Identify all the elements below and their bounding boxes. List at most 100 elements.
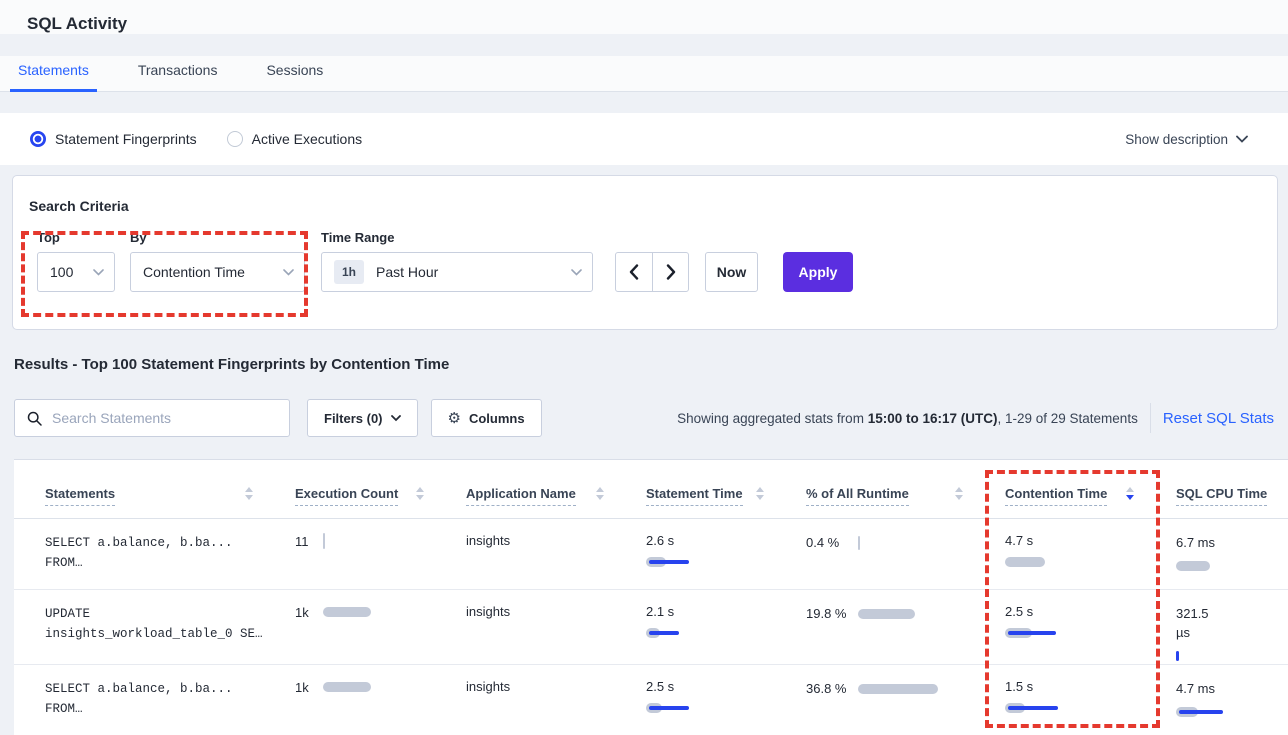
pct-runtime-value: 19.8 % [806, 606, 847, 621]
radio-statement-fingerprints[interactable]: Statement Fingerprints [30, 131, 197, 147]
sort-icon[interactable] [245, 487, 253, 506]
chevron-down-icon [571, 268, 582, 276]
chevron-down-icon [283, 268, 294, 276]
reset-sql-stats-link[interactable]: Reset SQL Stats [1162, 409, 1274, 427]
sql-cpu-time-value: 4.7 ms [1176, 681, 1216, 696]
column-header-pct-runtime[interactable]: % of All Runtime [792, 486, 991, 518]
column-header-statement-time[interactable]: Statement Time [632, 486, 792, 518]
gear-icon: ⚙ [447, 410, 461, 427]
radio-label: Active Executions [251, 131, 363, 147]
column-header-sql-cpu-time[interactable]: SQL CPU Time [1162, 486, 1288, 518]
pct-runtime-value: 36.8 % [806, 681, 847, 696]
contention-time-value: 4.7 s [1005, 533, 1034, 548]
time-range-label: Time Range [321, 230, 395, 245]
view-toggle-band: Statement Fingerprints Active Executions… [0, 113, 1288, 165]
page-title: SQL Activity [27, 14, 128, 33]
time-nav-group [615, 252, 689, 292]
chevron-left-icon [629, 264, 639, 280]
statement-time-value: 2.6 s [646, 533, 675, 548]
top-label: Top [37, 230, 60, 245]
tab-sessions[interactable]: Sessions [266, 62, 324, 78]
show-description-toggle[interactable]: Show description [1125, 132, 1248, 147]
execution-count-value: 1k [295, 679, 309, 695]
statement-time-value: 2.5 s [646, 679, 675, 694]
contention-time-bar [1005, 700, 1058, 716]
table-row[interactable]: SELECT a.balance, b.ba... FROM… 11 insig… [14, 519, 1288, 590]
divider [1149, 403, 1151, 433]
by-label: By [130, 230, 147, 245]
application-name-cell: insights [466, 604, 511, 619]
table-row[interactable]: SELECT a.balance, b.ba... FROM… 1k insig… [14, 665, 1288, 735]
columns-button[interactable]: ⚙ Columns [430, 399, 542, 437]
tab-transactions[interactable]: Transactions [137, 62, 218, 78]
sql-cpu-time-value: 6.7 ms [1176, 535, 1216, 550]
execution-count-value: 1k [295, 604, 309, 620]
contention-time-bar [1005, 625, 1056, 641]
execution-count-bar [322, 533, 326, 549]
search-icon [27, 411, 42, 426]
radio-label: Statement Fingerprints [55, 131, 197, 147]
apply-button[interactable]: Apply [783, 252, 853, 292]
contention-time-value: 2.5 s [1005, 604, 1034, 619]
tab-bar: Statements Transactions Sessions [0, 56, 1288, 92]
statements-table: Statements Execution Count Application N… [14, 459, 1288, 735]
statement-time-bar [646, 554, 689, 570]
execution-count-value: 11 [295, 533, 309, 549]
sort-icon[interactable] [955, 487, 963, 506]
statement-cell[interactable]: SELECT a.balance, b.ba... FROM… [45, 536, 233, 570]
statement-time-value: 2.1 s [646, 604, 675, 619]
time-next-button[interactable] [652, 253, 688, 291]
time-prev-button[interactable] [616, 253, 652, 291]
sql-cpu-time-value: 321.5 µs [1176, 606, 1209, 640]
pct-runtime-value: 0.4 % [806, 535, 840, 550]
statement-time-bar [646, 700, 689, 716]
chevron-right-icon [666, 264, 676, 280]
top-select[interactable]: 100 [37, 252, 115, 292]
filters-button[interactable]: Filters (0) [307, 399, 418, 437]
search-statements-input[interactable] [52, 410, 279, 426]
by-select[interactable]: Contention Time [130, 252, 305, 292]
radio-active-executions[interactable]: Active Executions [226, 131, 363, 147]
sort-icon[interactable] [596, 487, 604, 506]
chevron-down-icon [1236, 135, 1248, 143]
sql-cpu-time-bar [1176, 704, 1223, 720]
tab-statements[interactable]: Statements [10, 56, 97, 92]
execution-count-bar [322, 604, 371, 620]
statement-cell[interactable]: UPDATE insights_workload_table_0 SE… [45, 607, 263, 641]
sort-icon[interactable] [416, 487, 424, 506]
column-header-statements[interactable]: Statements [14, 486, 281, 518]
search-criteria-card: Search Criteria Top 100 By Contention Ti… [12, 175, 1278, 330]
radio-unselected-icon[interactable] [226, 131, 243, 147]
column-header-contention-time[interactable]: Contention Time [991, 486, 1162, 518]
column-header-execution-count[interactable]: Execution Count [281, 486, 452, 518]
execution-count-bar [322, 679, 371, 695]
page-header: SQL Activity [0, 0, 1288, 34]
sort-icon-active[interactable] [1126, 487, 1134, 506]
search-statements-box[interactable] [14, 399, 290, 437]
sql-cpu-time-bar [1176, 648, 1179, 664]
pct-runtime-bar [858, 606, 915, 622]
now-button[interactable]: Now [705, 252, 758, 292]
pct-runtime-bar [858, 535, 861, 551]
application-name-cell: insights [466, 679, 511, 694]
contention-time-value: 1.5 s [1005, 679, 1034, 694]
table-row[interactable]: UPDATE insights_workload_table_0 SE… 1k … [14, 590, 1288, 665]
sql-cpu-time-bar [1176, 558, 1210, 574]
results-controls: Filters (0) ⚙ Columns Showing aggregated… [14, 399, 1278, 437]
sort-icon[interactable] [756, 487, 764, 506]
time-range-badge: 1h [334, 260, 365, 284]
results-heading: Results - Top 100 Statement Fingerprints… [14, 356, 450, 373]
pct-runtime-bar [858, 681, 938, 697]
radio-selected-icon[interactable] [30, 131, 46, 147]
column-header-application-name[interactable]: Application Name [452, 486, 632, 518]
chevron-down-icon [390, 414, 401, 422]
statement-time-bar [646, 625, 679, 641]
chevron-down-icon [93, 268, 104, 276]
search-criteria-heading: Search Criteria [29, 198, 129, 214]
showing-stats-text: Showing aggregated stats from 15:00 to 1… [677, 410, 1138, 426]
application-name-cell: insights [466, 533, 511, 548]
time-range-select[interactable]: 1h Past Hour [321, 252, 593, 292]
table-header-row: Statements Execution Count Application N… [14, 460, 1288, 519]
statement-cell[interactable]: SELECT a.balance, b.ba... FROM… [45, 682, 233, 716]
contention-time-bar [1005, 554, 1045, 570]
